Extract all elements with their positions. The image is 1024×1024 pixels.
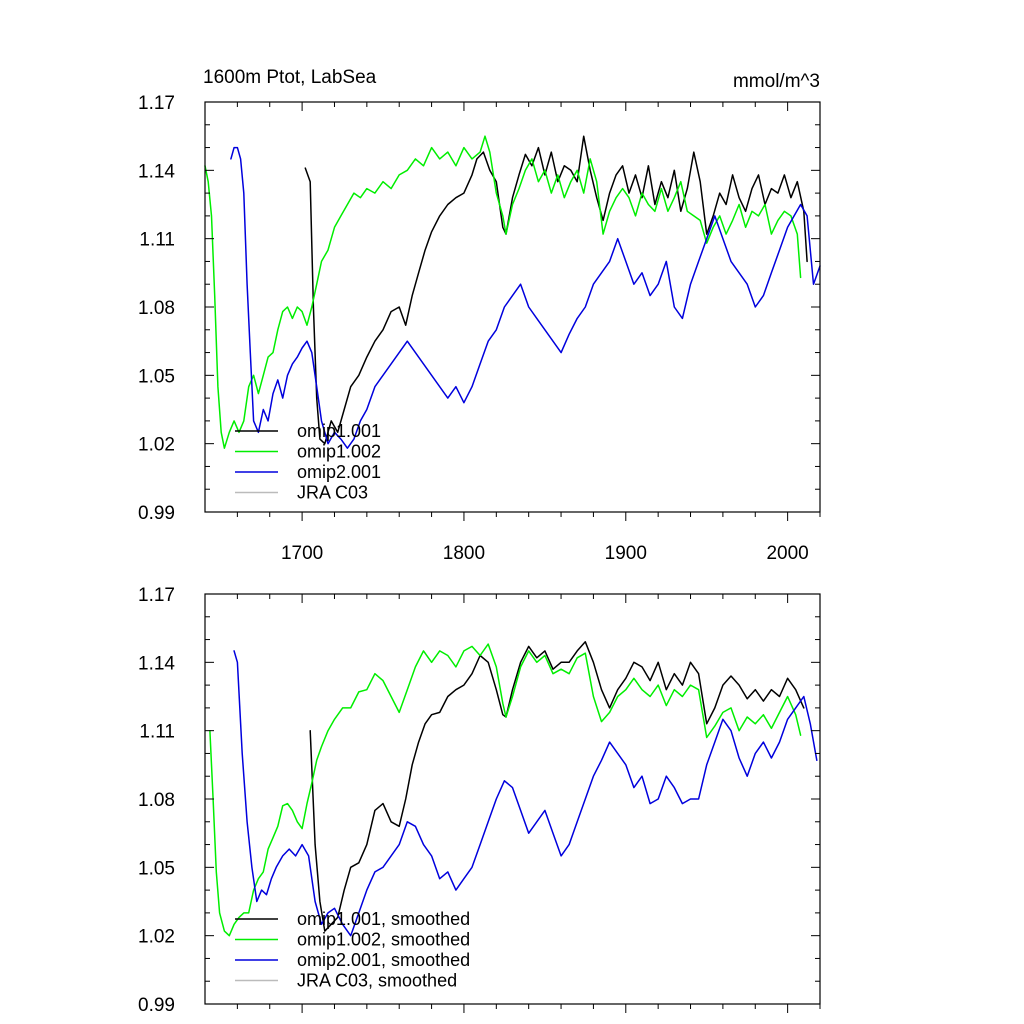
y-tick-label: 1.02 — [138, 927, 175, 948]
series-line-2 — [233, 650, 818, 937]
series-line-2 — [230, 146, 821, 449]
x-tick-label: 1800 — [443, 543, 485, 564]
legend-label: JRA C03 — [297, 483, 368, 503]
legend-label: omip1.002 — [297, 442, 381, 462]
legend-label: omip2.001 — [297, 462, 381, 482]
y-tick-label: 1.08 — [138, 298, 175, 319]
x-tick-label: 2000 — [766, 543, 808, 564]
y-tick-label: 1.05 — [138, 858, 175, 879]
series-line-0 — [309, 641, 805, 932]
y-tick-label: 1.05 — [138, 366, 175, 387]
top-panel: 1600m Ptot, LabSea mmol/m^3 0.99 1.02 1.05… — [138, 67, 821, 564]
legend-label: omip2.001, smoothed — [297, 950, 470, 970]
y-tick-label: 1.08 — [138, 790, 175, 811]
top-series-layer — [204, 135, 821, 449]
series-line-0 — [304, 135, 808, 445]
y-tick-label: 1.11 — [139, 722, 175, 743]
x-tick-label: 1700 — [281, 543, 323, 564]
y-tick-label: 1.17 — [138, 585, 175, 606]
y-tick-label: 0.99 — [138, 995, 175, 1016]
series-line-1 — [209, 643, 802, 937]
y-tick-label: 1.02 — [138, 435, 175, 456]
units-label: mmol/m^3 — [733, 71, 820, 92]
y-tick-label: 1.11 — [139, 230, 175, 251]
top-ticks-layer: 0.99 1.02 1.05 1.08 1.11 1.14 1.17 1700 1800 1900… — [138, 93, 821, 564]
bottom-panel: 0.99 1.02 1.05 1.08 1.11 1.14 1.17 omip1.001, … — [138, 585, 821, 1016]
legend-label: omip1.001, smoothed — [297, 909, 470, 929]
bottom-ticks-layer: 0.99 1.02 1.05 1.08 1.11 1.14 1.17 — [138, 585, 821, 1016]
legend-label: omip1.001 — [297, 421, 381, 441]
chart-title: 1600m Ptot, LabSea — [203, 67, 377, 88]
legend-label: JRA C03, smoothed — [297, 971, 457, 991]
bottom-series-layer — [209, 641, 818, 937]
y-tick-label: 1.14 — [138, 161, 175, 182]
y-tick-label: 0.99 — [138, 503, 175, 524]
x-tick-label: 1900 — [605, 543, 647, 564]
y-tick-label: 1.14 — [138, 653, 175, 674]
legend-label: omip1.002, smoothed — [297, 930, 470, 950]
y-tick-label: 1.17 — [138, 93, 175, 114]
series-line-1 — [204, 135, 802, 449]
